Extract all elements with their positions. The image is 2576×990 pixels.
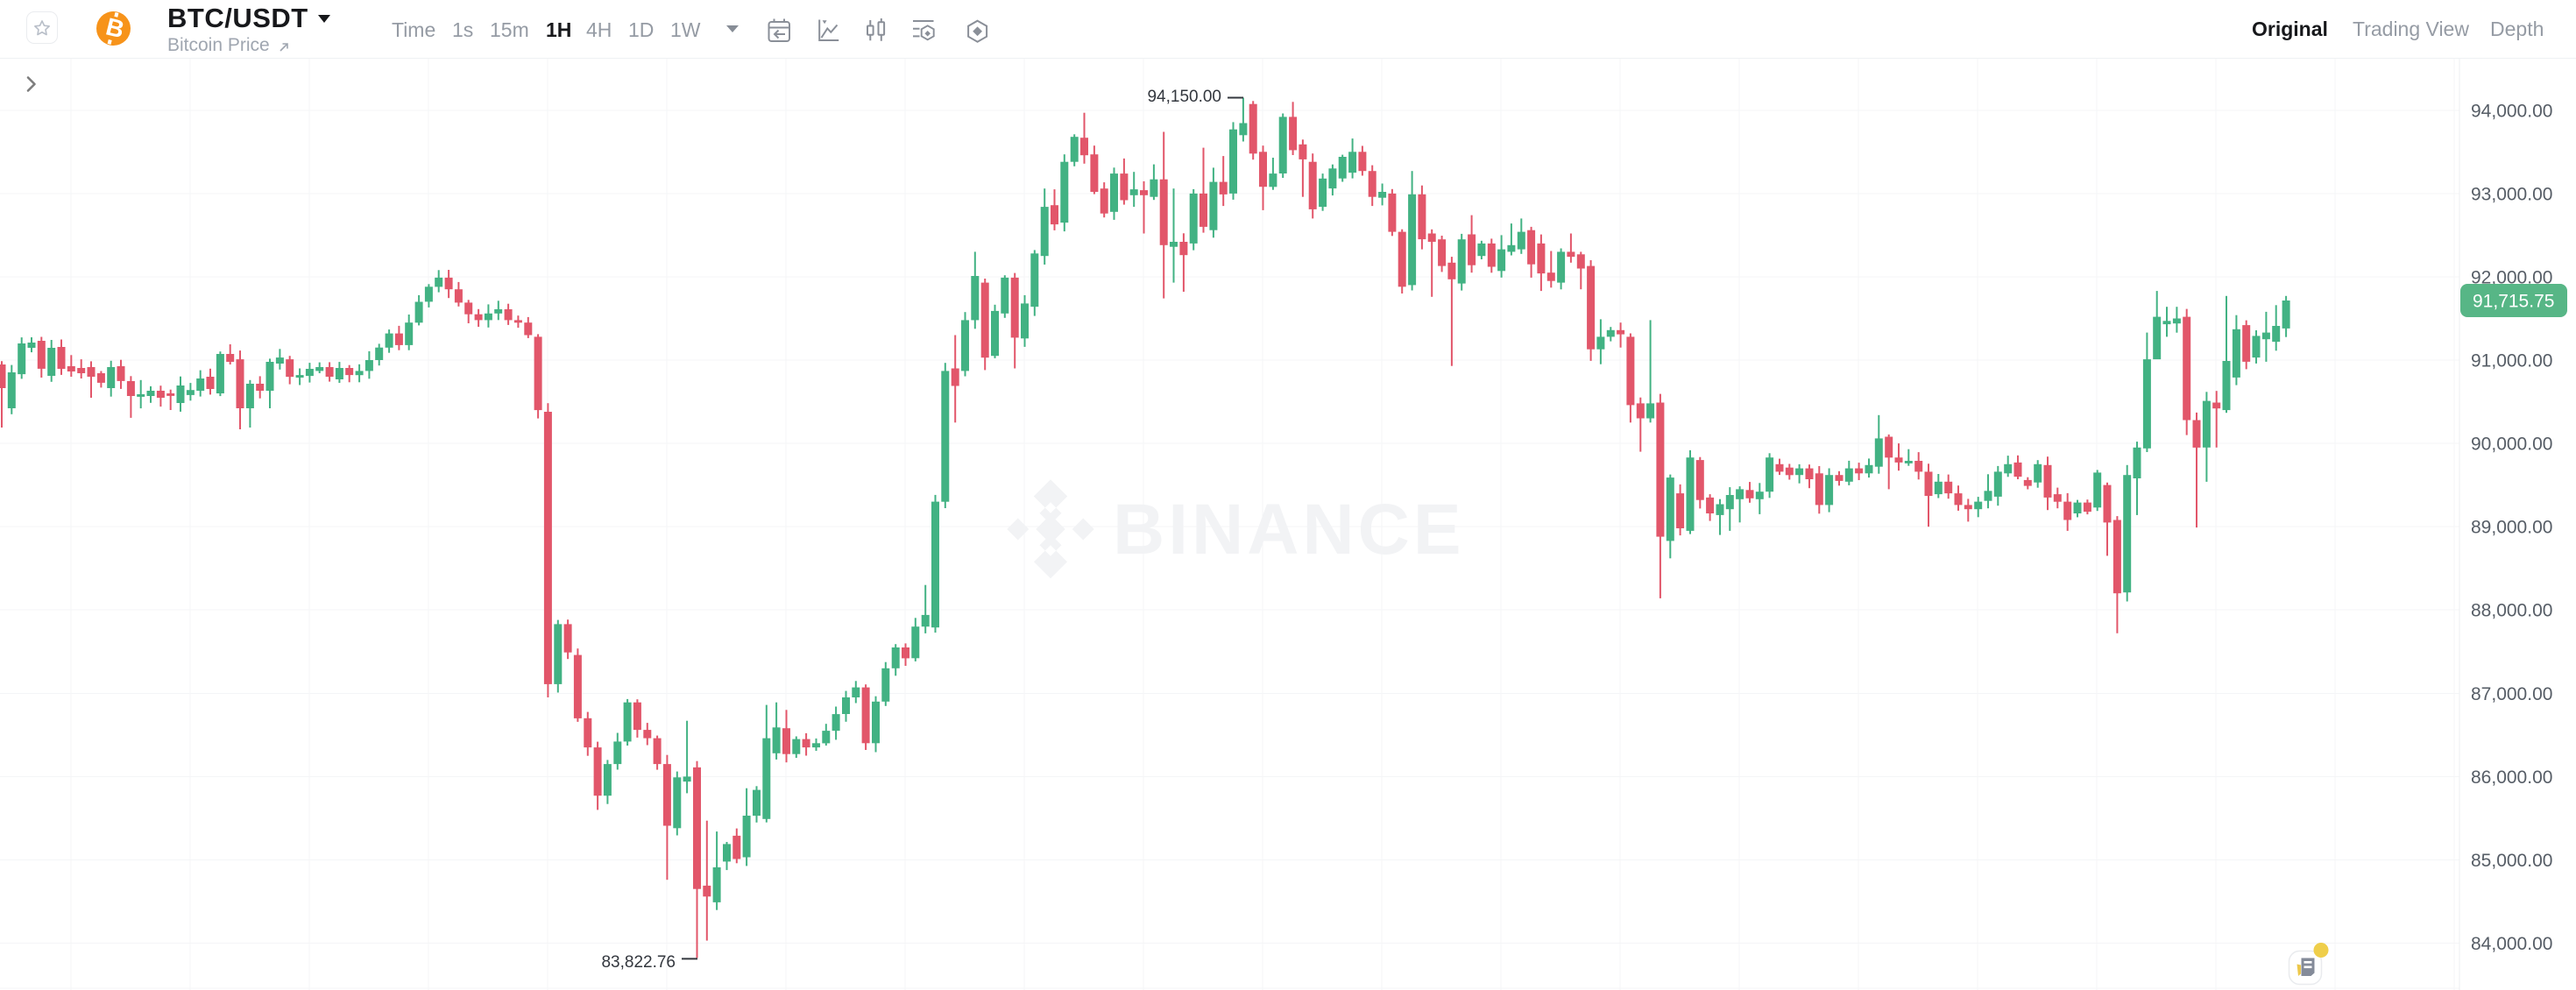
svg-text:84,000.00: 84,000.00 (2471, 934, 2552, 954)
svg-text:93,000.00: 93,000.00 (2471, 184, 2552, 204)
svg-text:94,150.00: 94,150.00 (1147, 88, 1221, 106)
svg-text:90,000.00: 90,000.00 (2471, 435, 2552, 455)
svg-text:85,000.00: 85,000.00 (2471, 851, 2552, 871)
svg-text:91,000.00: 91,000.00 (2471, 351, 2552, 371)
svg-text:BINANCE: BINANCE (1113, 490, 1465, 569)
svg-text:83,822.76: 83,822.76 (601, 953, 676, 972)
svg-text:92,000.00: 92,000.00 (2471, 267, 2552, 287)
svg-text:89,000.00: 89,000.00 (2471, 518, 2552, 538)
svg-text:88,000.00: 88,000.00 (2471, 601, 2552, 621)
svg-text:86,000.00: 86,000.00 (2471, 767, 2552, 788)
svg-text:87,000.00: 87,000.00 (2471, 684, 2552, 704)
svg-text:94,000.00: 94,000.00 (2471, 101, 2552, 121)
svg-text:91,715.75: 91,715.75 (2473, 292, 2554, 312)
